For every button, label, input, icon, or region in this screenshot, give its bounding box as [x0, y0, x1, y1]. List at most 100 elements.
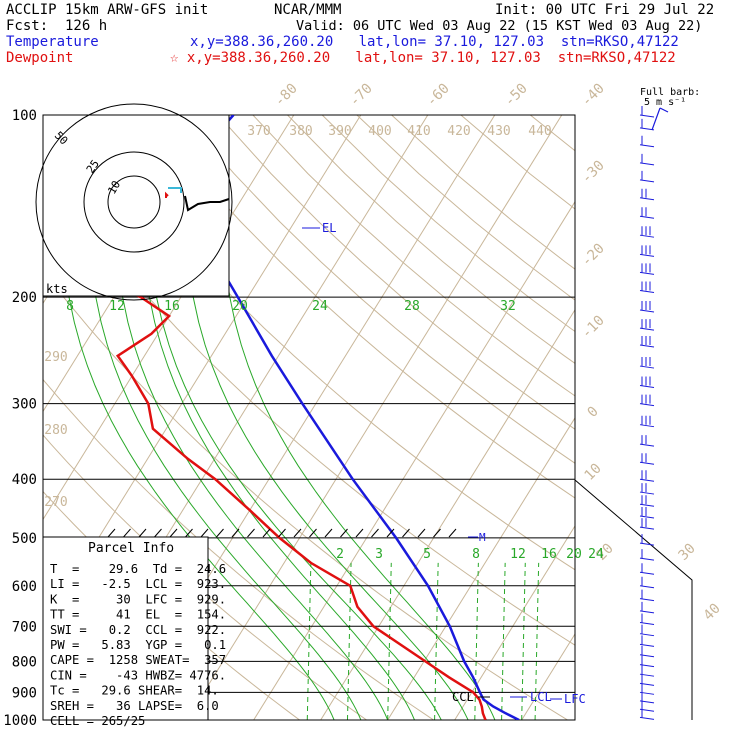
wind-barb-staff	[639, 633, 655, 637]
hatch-mark	[169, 528, 178, 538]
wind-barb-staff	[639, 716, 655, 720]
pressure-label: 300	[12, 397, 37, 413]
init-time: Init: 00 UTC Fri 29 Jul 22	[495, 2, 715, 18]
wind-barb-staff	[639, 253, 655, 257]
hodograph-units: kts	[46, 282, 68, 296]
isotherm-line	[454, 524, 575, 720]
mixing-ratio-label: 8	[472, 547, 480, 562]
parcel-row: SREH = 36 LAPSE= 6.0	[50, 699, 219, 713]
wind-barb-staff	[639, 289, 655, 293]
wind-barb-staff	[639, 610, 655, 614]
parcel-info-panel: Parcel Info T = 29.6 Td = 24.6LI = -2.5 L…	[42, 536, 226, 728]
wind-barb	[639, 376, 655, 389]
parcel-row: CIN = -43 HWBZ= 4776.	[50, 668, 226, 682]
wind-barb-staff	[639, 571, 655, 575]
parcel-panel-title: Parcel Info	[88, 541, 174, 556]
isotherm-line	[186, 115, 563, 720]
hatch-mark	[402, 528, 410, 538]
hatch-mark	[433, 528, 441, 538]
dry-adiabat	[43, 269, 568, 720]
dry-adiabat	[529, 115, 575, 152]
wind-barb	[639, 226, 655, 238]
wind-barb-staff	[639, 197, 655, 201]
wind-barb-staff	[639, 478, 655, 482]
moist-adiabat	[142, 203, 415, 720]
isotherm-line	[589, 115, 740, 720]
wind-barb	[639, 576, 655, 589]
isotherm-label: 0	[585, 404, 602, 421]
hatch-mark	[247, 528, 255, 538]
wind-barb-staff	[639, 234, 655, 238]
wind-barb-staff	[639, 682, 655, 686]
wind-barb	[639, 153, 655, 166]
wind-barb-staff	[639, 215, 655, 219]
wind-barb	[639, 188, 655, 201]
parcel-row: TT = 41 EL = 154.	[50, 608, 226, 622]
wind-barb	[639, 589, 655, 602]
wind-barb-staff	[639, 443, 655, 447]
mixing-ratio-line	[534, 562, 540, 720]
mixing-ratio-line	[306, 562, 312, 720]
wind-barb-staff	[639, 622, 655, 625]
dewpoint-location: ☆ x,y=388.36,260.20 lat,lon= 37.10, 127.…	[170, 50, 676, 66]
moist-adiabat-label: 20	[232, 299, 248, 314]
dry-adiabat	[460, 115, 575, 210]
isentrope-label: 440	[528, 124, 551, 139]
wind-barb-staff	[639, 691, 655, 695]
wind-barb	[639, 207, 655, 219]
hatch-mark	[107, 528, 116, 538]
hatch-mark	[448, 528, 457, 538]
hodograph-ring-label: 10	[105, 179, 123, 197]
isentrope-label: 430	[487, 124, 510, 139]
wind-barb	[639, 691, 655, 704]
wind-barb-staff	[639, 271, 655, 275]
mixing-ratio-label: 5	[423, 547, 431, 562]
wind-barb-staff	[639, 179, 655, 183]
m-label: M	[479, 531, 486, 544]
hatch-mark	[324, 528, 333, 538]
isotherm-label: 10	[582, 461, 605, 484]
hatch-mark	[123, 528, 131, 538]
hodograph-ring	[83, 151, 185, 253]
wind-barb	[639, 281, 655, 293]
wind-barb	[639, 300, 655, 313]
wind-barb	[639, 415, 655, 428]
ccl-label: CCL	[452, 690, 474, 704]
wind-barb	[639, 336, 655, 348]
hatch-mark	[200, 528, 209, 538]
wind-barb	[639, 170, 655, 183]
isentrope-label: 290	[44, 350, 67, 365]
isotherm-line	[320, 308, 575, 720]
moist-adiabat-label: 8	[66, 299, 74, 314]
isotherm-label: 40	[701, 601, 724, 624]
hodograph-ring	[35, 103, 233, 301]
hodograph-trace-upper	[184, 195, 230, 212]
wind-barb	[639, 534, 655, 546]
moist-adiabat	[62, 203, 335, 720]
wind-barb	[639, 665, 655, 677]
pressure-label: 600	[12, 579, 37, 595]
pressure-label: 900	[12, 685, 37, 701]
wind-barb	[639, 118, 655, 131]
wind-barb-staff	[639, 424, 655, 428]
pressure-label: 500	[12, 531, 37, 547]
dry-adiabat	[321, 115, 575, 333]
pressure-label: 1000	[3, 713, 37, 729]
isotherm-label: -80	[272, 81, 301, 110]
wind-barb-staff	[639, 708, 655, 712]
wind-barb	[639, 624, 655, 637]
wind-barb-staff	[639, 585, 655, 589]
temperature-label: Temperature	[6, 34, 99, 50]
isentrope-label: 370	[247, 124, 270, 139]
mixing-ratio-label: 12	[510, 547, 526, 562]
moist-adiabat	[88, 203, 362, 720]
moist-adiabat	[148, 203, 442, 720]
wind-barb-staff	[639, 526, 655, 530]
parcel-panel-box	[42, 536, 209, 721]
moist-adiabat-label: 24	[312, 299, 328, 314]
dry-adiabat	[43, 378, 434, 720]
hatch-mark	[386, 528, 395, 538]
mixing-ratio-label: 2	[336, 547, 344, 562]
wind-barb	[639, 674, 655, 686]
wind-barb-staff	[639, 365, 655, 369]
